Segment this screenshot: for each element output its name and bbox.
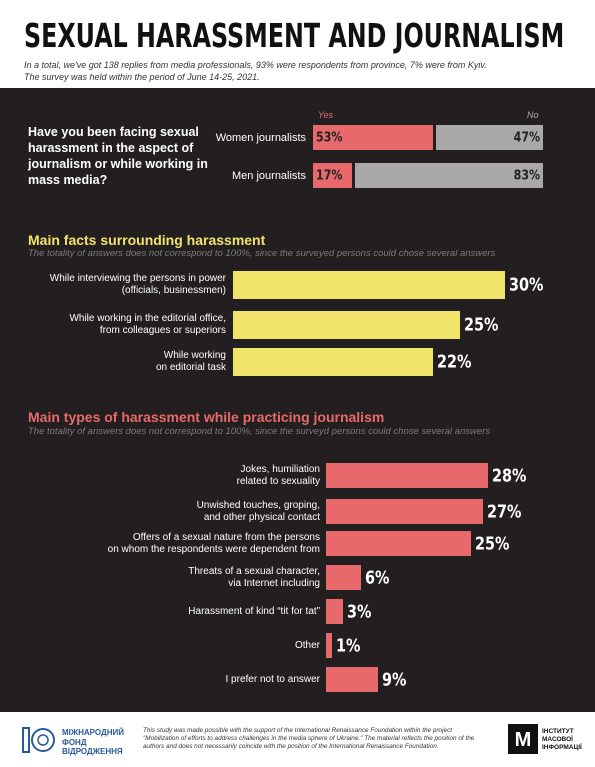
value-label: 25%: [475, 533, 510, 554]
value-label: 6%: [364, 567, 390, 588]
page-title: SEXUAL HARASSMENT AND JOURNALISM: [24, 16, 565, 55]
bar: [326, 463, 489, 488]
value-label: 27%: [486, 501, 522, 522]
chart-title: Main facts surrounding harassment: [28, 232, 266, 248]
background-panel: [0, 88, 595, 712]
footer-note: This study was made possible with the su…: [143, 727, 475, 750]
value-label: 25%: [463, 314, 499, 336]
bar: [326, 667, 379, 692]
foundation-logo-icon: [22, 727, 55, 753]
bar: [326, 531, 471, 556]
legend-label: No: [527, 110, 539, 120]
category-label: Harassment of kind “tit for tat”: [188, 605, 320, 617]
category-label: I prefer not to answer: [225, 673, 321, 685]
bar: [326, 499, 483, 524]
value-label: 83%: [513, 168, 540, 183]
chart-title: Main types of harassment while practicin…: [28, 409, 385, 425]
value-label: 28%: [492, 465, 527, 486]
bar: [233, 271, 506, 299]
bar-segment: [313, 163, 352, 188]
legend-label: Yes: [318, 110, 334, 120]
category-label: Other: [294, 639, 320, 651]
bar: [326, 565, 361, 590]
chart-subtitle: The totality of answers does not corresp…: [28, 426, 491, 437]
question: Have you been facing sexual harassment i…: [28, 125, 208, 187]
value-label: 3%: [347, 601, 372, 622]
bar-segment: [436, 125, 543, 150]
bar: [326, 599, 344, 624]
bar-segment: [313, 125, 434, 150]
subtitle: In a total, we've got 138 replies from m…: [24, 60, 487, 70]
category-label: While working on editorial task: [155, 350, 226, 373]
value-label: 1%: [335, 635, 361, 656]
category-label: While working in the editorial office, f…: [69, 313, 226, 336]
category-label: Unwished touches, groping, and other phy…: [196, 499, 320, 523]
bar: [233, 348, 433, 376]
foundation-logo-text: МІЖНАРОДНИЙ ФОНД ВІДРОДЖЕННЯ: [62, 728, 124, 756]
category-label: Threats of a sexual character, via Inter…: [188, 565, 320, 589]
category-label: Jokes, humiliation related to sexuality: [236, 463, 320, 487]
bar: [233, 311, 460, 339]
category-label: While interviewing the persons in power …: [49, 273, 226, 296]
institute-logo-icon: M: [508, 724, 538, 754]
value-label: 30%: [509, 274, 544, 296]
category-label: Women journalists: [215, 131, 306, 144]
value-label: 9%: [382, 669, 407, 690]
bar-segment: [354, 163, 543, 188]
chart-subtitle: The totality of answers does not corresp…: [28, 248, 496, 259]
subtitle: The survey was held within the period of…: [24, 72, 260, 82]
institute-logo-text: ІНСТИТУТ МАСОВОЇ ІНФОРМАЦІЇ: [542, 728, 582, 751]
value-label: 47%: [513, 130, 540, 145]
value-label: 22%: [436, 351, 472, 373]
value-label: 53%: [316, 130, 343, 145]
category-label: Offers of a sexual nature from the perso…: [107, 531, 320, 555]
bar: [326, 633, 332, 658]
value-label: 17%: [316, 168, 343, 183]
category-label: Men journalists: [232, 169, 306, 182]
